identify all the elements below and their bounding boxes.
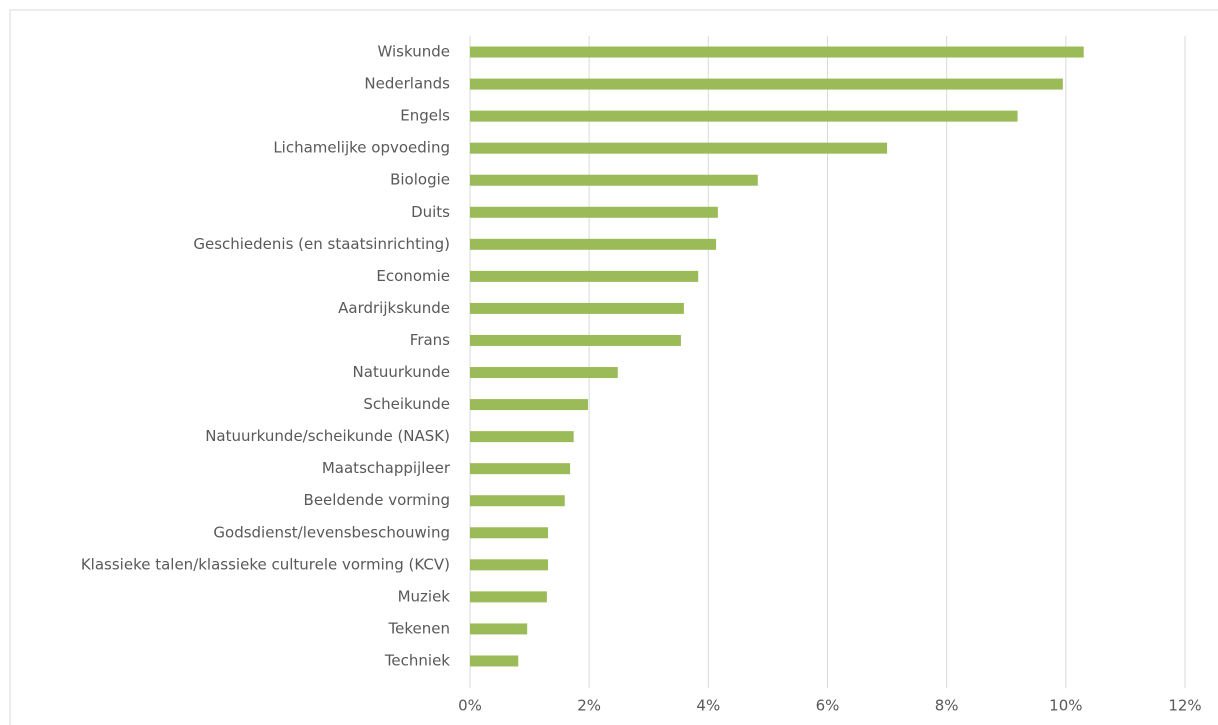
- bar: [470, 110, 1018, 122]
- bar: [470, 174, 758, 186]
- y-tick-label: Aardrijkskunde: [338, 299, 450, 317]
- y-tick-label: Natuurkunde: [353, 363, 450, 381]
- y-tick-label: Geschiedenis (en staatsinrichting): [193, 235, 450, 253]
- bar: [470, 623, 528, 635]
- x-tick-label: 4%: [696, 697, 720, 715]
- bar: [470, 334, 681, 346]
- bar: [470, 463, 571, 475]
- bar: [470, 270, 699, 282]
- x-tick-label: 6%: [816, 697, 840, 715]
- x-tick-label: 2%: [577, 697, 601, 715]
- y-tick-label: Scheikunde: [363, 395, 450, 413]
- chart-border: [9, 9, 1218, 725]
- x-tick-label: 10%: [1049, 697, 1082, 715]
- y-tick-label: Techniek: [384, 651, 450, 669]
- y-tick-label: Tekenen: [388, 619, 450, 637]
- bar: [470, 206, 718, 218]
- y-tick-label: Duits: [411, 203, 450, 221]
- y-tick-label: Biologie: [390, 171, 450, 189]
- x-tick-label: 8%: [935, 697, 959, 715]
- y-tick-label: Wiskunde: [378, 43, 450, 61]
- bar: [470, 238, 717, 250]
- bar: [470, 655, 519, 667]
- y-tick-label: Frans: [410, 331, 450, 349]
- bar: [470, 495, 565, 507]
- y-tick-label: Economie: [376, 267, 450, 285]
- bar: [470, 142, 888, 154]
- bar: [470, 78, 1063, 90]
- bar: [470, 399, 588, 411]
- bar: [470, 527, 549, 539]
- x-tick-label: 12%: [1168, 697, 1201, 715]
- bar: [470, 431, 574, 443]
- y-tick-label: Muziek: [398, 587, 451, 605]
- y-tick-label: Engels: [400, 107, 450, 125]
- y-tick-label: Nederlands: [364, 75, 450, 93]
- y-tick-label: Godsdienst/levensbeschouwing: [213, 523, 450, 541]
- y-tick-label: Natuurkunde/scheikunde (NASK): [205, 427, 450, 445]
- y-tick-label: Beeldende vorming: [304, 491, 450, 509]
- y-tick-label: Maatschappijleer: [322, 459, 451, 477]
- bar: [470, 367, 618, 379]
- y-tick-label: Klassieke talen/klassieke culturele vorm…: [81, 555, 450, 573]
- y-tick-label: Lichamelijke opvoeding: [273, 139, 450, 157]
- bar: [470, 559, 549, 571]
- x-tick-label: 0%: [458, 697, 482, 715]
- bar: [470, 591, 547, 603]
- bar: [470, 46, 1084, 58]
- bar: [470, 302, 684, 314]
